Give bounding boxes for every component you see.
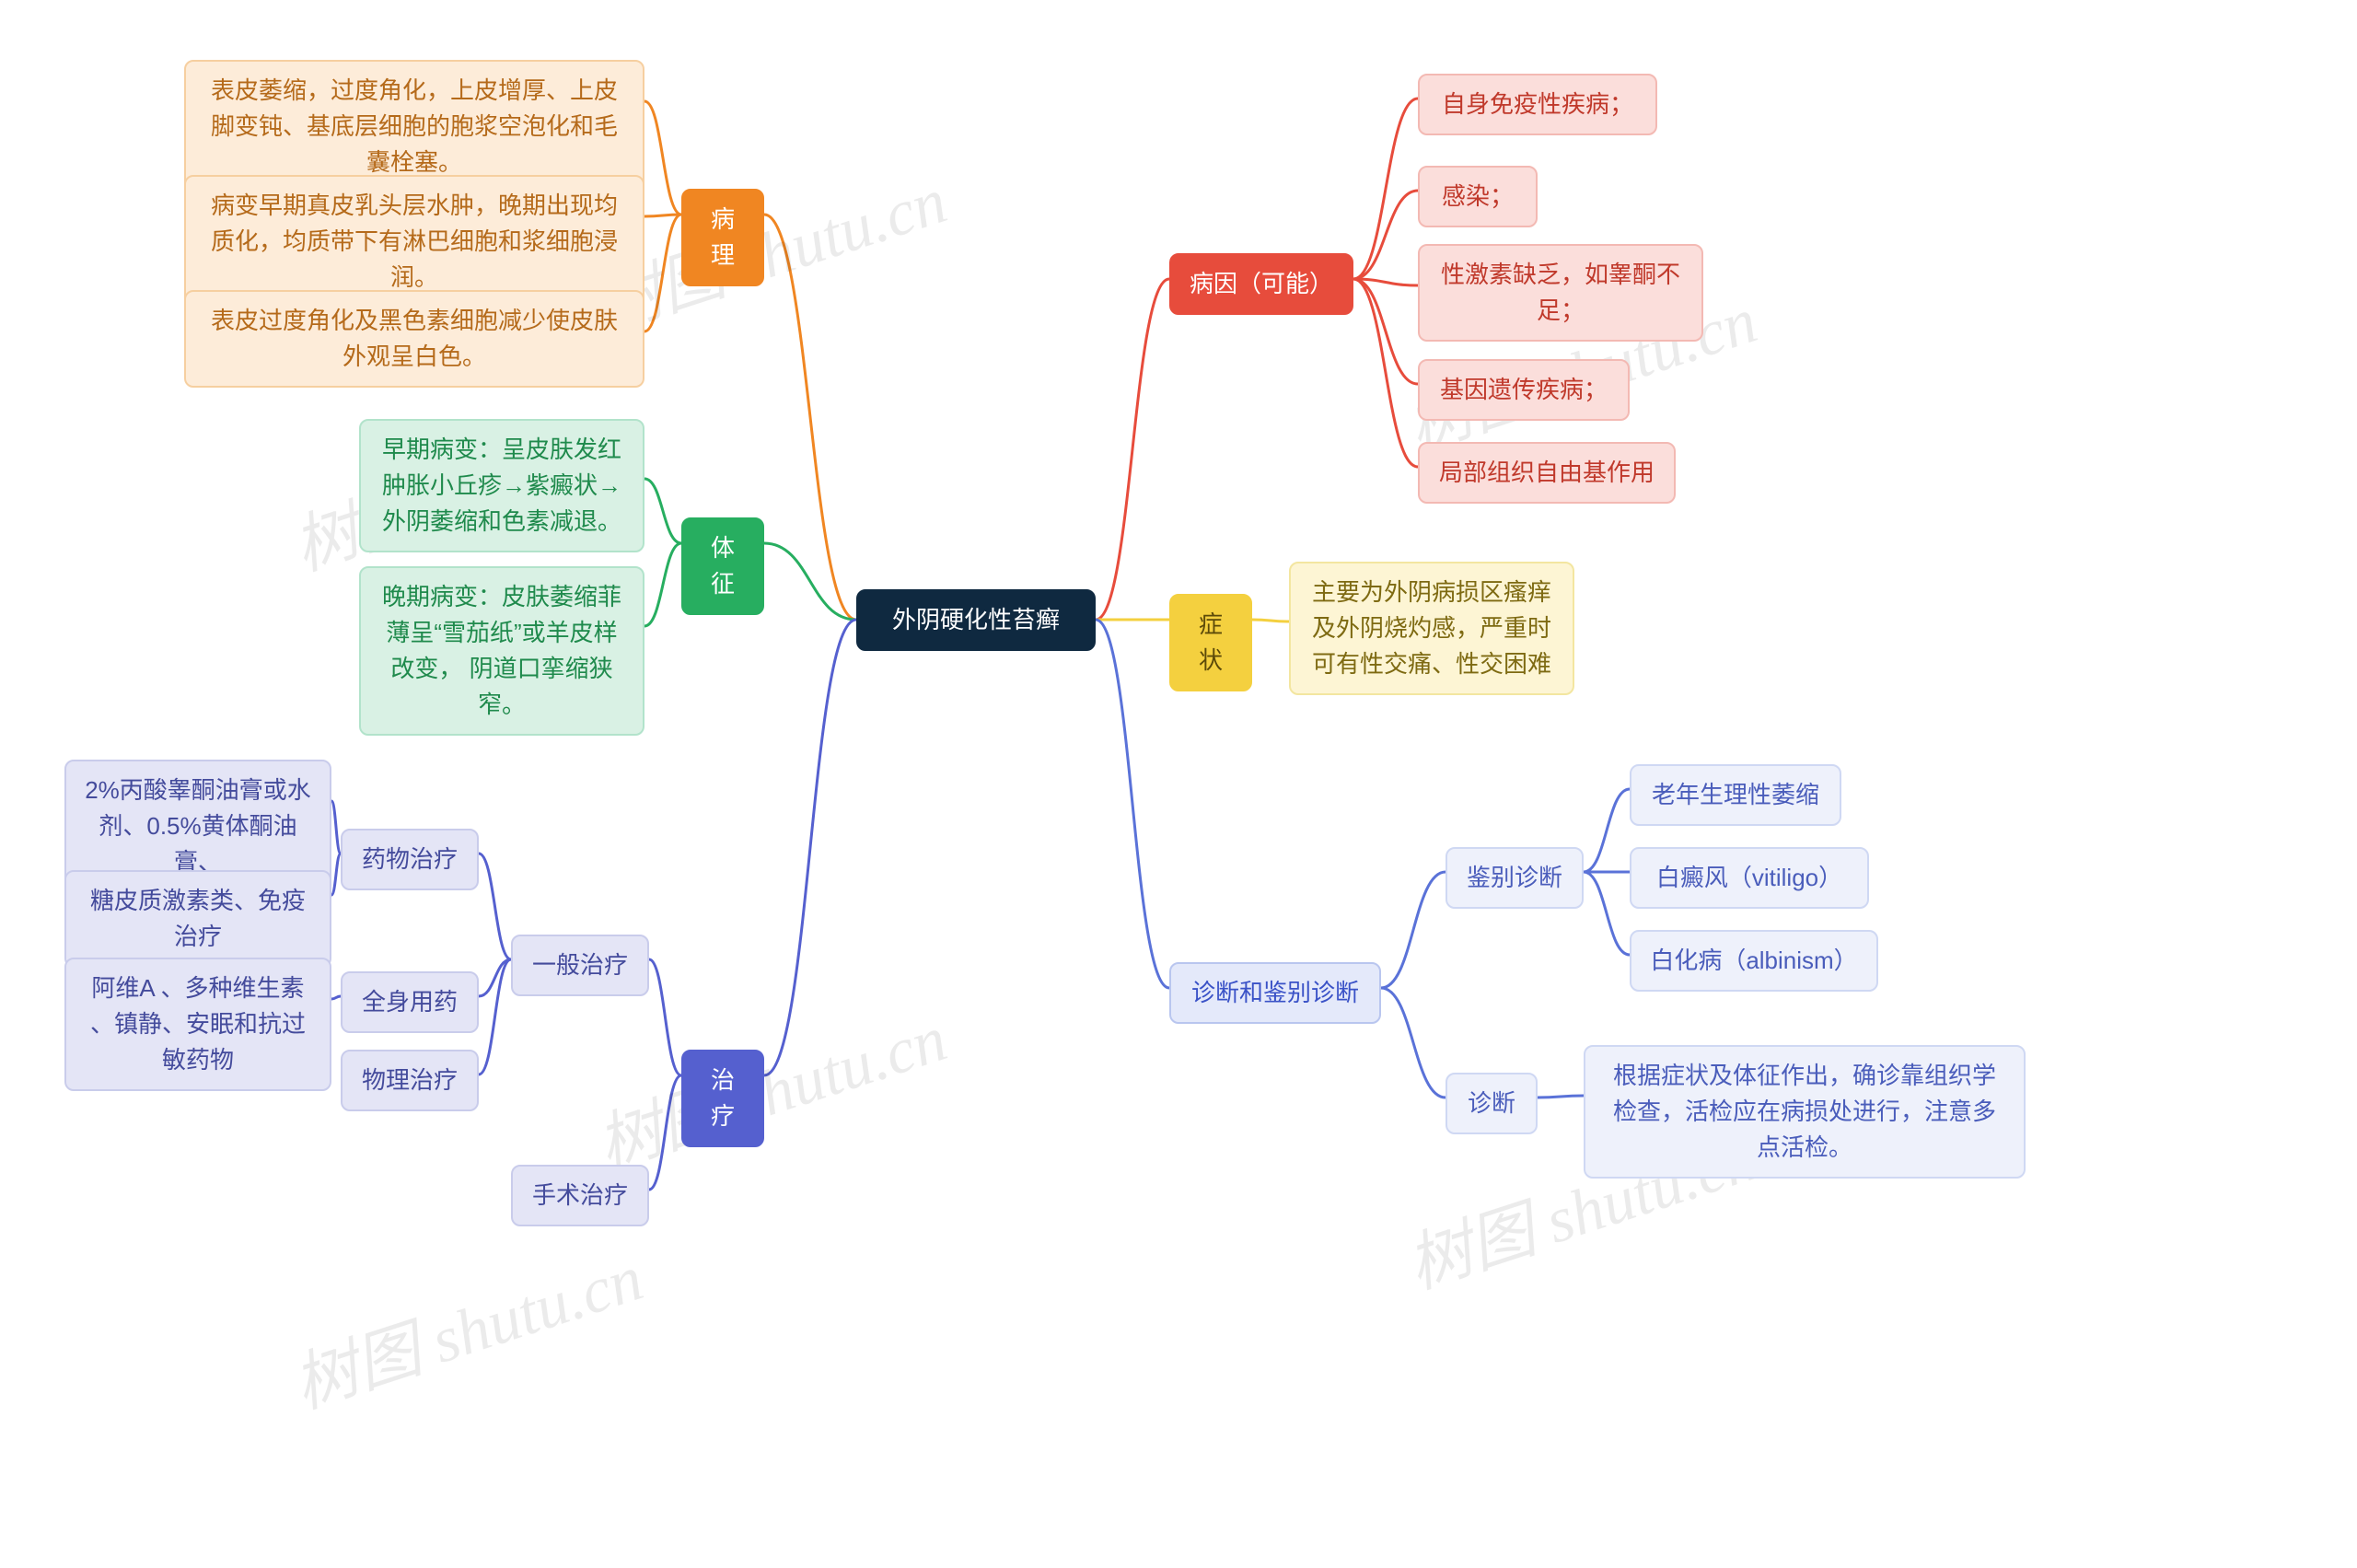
node-treatment[interactable]: 治疗 [681,1050,764,1147]
node-etiology-item: 感染； [1418,166,1538,227]
node-treatment-systemic-item: 阿维A 、多种维生素 、镇静、安眠和抗过敏药物 [64,958,331,1091]
node-label: 表皮过度角化及黑色素细胞减少使皮肤外观呈白色。 [203,303,626,375]
node-diag-item: 根据症状及体征作出，确诊靠组织学检查，活检应在病损处进行，注意多点活检。 [1584,1045,2026,1179]
node-label: 性激素缺乏，如睾酮不足； [1436,257,1685,329]
node-diag[interactable]: 诊断 [1446,1073,1538,1134]
node-pathology-item: 病变早期真皮乳头层水肿，晚期出现均质化，均质带下有淋巴细胞和浆细胞浸润。 [184,175,644,308]
node-label: 手术治疗 [532,1178,628,1214]
node-label: 自身免疫性疾病； [1442,87,1633,122]
watermark: 树图 shutu.cn [584,987,957,1187]
node-diff-item: 白癜风（vitiligo） [1630,847,1869,909]
node-label: 2%丙酸睾酮油膏或水剂、0.5%黄体酮油膏、 [83,772,313,880]
node-label: 白化病（albinism） [1650,943,1857,979]
node-label: 阿维A 、多种维生素 、镇静、安眠和抗过敏药物 [83,970,313,1078]
node-label: 根据症状及体征作出，确诊靠组织学检查，活检应在病损处进行，注意多点活检。 [1602,1058,2007,1166]
node-label: 病变早期真皮乳头层水肿，晚期出现均质化，均质带下有淋巴细胞和浆细胞浸润。 [203,188,626,296]
node-label: 外阴硬化性苔癣 [892,602,1060,638]
node-diagnosis[interactable]: 诊断和鉴别诊断 [1169,962,1381,1024]
node-label: 基因遗传疾病； [1440,372,1608,408]
node-etiology[interactable]: 病因（可能） [1169,253,1353,315]
node-treatment-physical[interactable]: 物理治疗 [341,1050,479,1111]
node-label: 病因（可能） [1190,266,1333,302]
node-label: 体征 [700,530,746,602]
node-pathology[interactable]: 病理 [681,189,764,286]
node-label: 晚期病变：皮肤萎缩菲薄呈“雪茄纸”或羊皮样改变， 阴道口挛缩狭窄。 [377,579,626,723]
node-pathology-item: 表皮萎缩，过度角化，上皮增厚、上皮脚变钝、基底层细胞的胞浆空泡化和毛囊栓塞。 [184,60,644,193]
node-symptoms[interactable]: 症状 [1169,594,1252,691]
node-etiology-item: 性激素缺乏，如睾酮不足； [1418,244,1703,342]
node-etiology-item: 基因遗传疾病； [1418,359,1630,421]
node-label: 白癜风（vitiligo） [1656,860,1842,896]
node-signs-item: 早期病变：呈皮肤发红肿胀小丘疹→紫癜状→外阴萎缩和色素减退。 [359,419,644,552]
node-treatment-drug[interactable]: 药物治疗 [341,829,479,890]
node-etiology-item: 自身免疫性疾病； [1418,74,1657,135]
node-signs[interactable]: 体征 [681,517,764,615]
node-etiology-item: 局部组织自由基作用 [1418,442,1676,504]
node-label: 一般治疗 [532,947,628,983]
node-symptoms-item: 主要为外阴病损区瘙痒及外阴烧灼感，严重时可有性交痛、性交困难 [1289,562,1574,695]
node-treatment-systemic[interactable]: 全身用药 [341,971,479,1033]
node-treatment-surgery[interactable]: 手术治疗 [511,1165,649,1226]
node-label: 诊断和鉴别诊断 [1191,975,1359,1011]
node-label: 药物治疗 [362,842,458,877]
node-label: 感染； [1442,179,1514,215]
watermark: 树图 shutu.cn [280,1226,653,1426]
node-treatment-drug-item: 糖皮质激素类、免疫治疗 [64,870,331,968]
node-label: 症状 [1188,607,1234,679]
node-label: 老年生理性萎缩 [1652,777,1819,813]
node-diff-item: 老年生理性萎缩 [1630,764,1841,826]
node-label: 病理 [700,202,746,273]
node-treatment-general[interactable]: 一般治疗 [511,935,649,996]
node-label: 表皮萎缩，过度角化，上皮增厚、上皮脚变钝、基底层细胞的胞浆空泡化和毛囊栓塞。 [203,73,626,180]
node-label: 早期病变：呈皮肤发红肿胀小丘疹→紫癜状→外阴萎缩和色素减退。 [377,432,626,540]
node-label: 诊断 [1468,1086,1515,1121]
node-label: 治疗 [700,1063,746,1134]
node-diff-item: 白化病（albinism） [1630,930,1878,992]
node-diff-diag[interactable]: 鉴别诊断 [1446,847,1584,909]
node-signs-item: 晚期病变：皮肤萎缩菲薄呈“雪茄纸”或羊皮样改变， 阴道口挛缩狭窄。 [359,566,644,736]
node-label: 鉴别诊断 [1467,860,1562,896]
node-pathology-item: 表皮过度角化及黑色素细胞减少使皮肤外观呈白色。 [184,290,644,388]
central-node[interactable]: 外阴硬化性苔癣 [856,589,1096,651]
node-label: 糖皮质激素类、免疫治疗 [83,883,313,955]
node-label: 物理治疗 [362,1063,458,1098]
node-label: 全身用药 [362,984,458,1020]
node-label: 主要为外阴病损区瘙痒及外阴烧灼感，严重时可有性交痛、性交困难 [1307,575,1556,682]
node-label: 局部组织自由基作用 [1439,455,1655,491]
